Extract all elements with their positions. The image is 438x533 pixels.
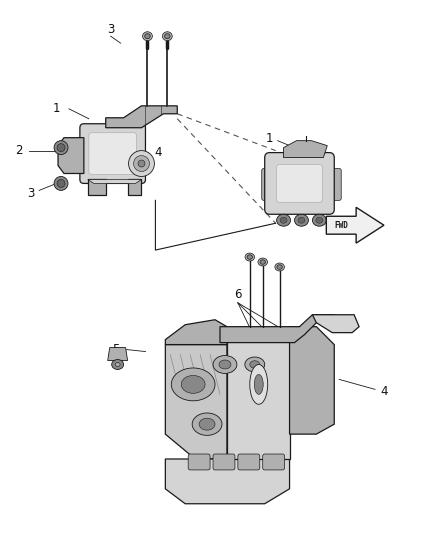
FancyBboxPatch shape <box>277 165 322 203</box>
Polygon shape <box>220 315 336 343</box>
Ellipse shape <box>250 361 260 368</box>
Ellipse shape <box>275 263 284 271</box>
Polygon shape <box>108 348 127 360</box>
Ellipse shape <box>213 356 237 374</box>
Polygon shape <box>106 106 177 128</box>
Polygon shape <box>290 327 334 434</box>
Polygon shape <box>165 320 227 345</box>
Text: 2: 2 <box>15 144 23 157</box>
Text: 4: 4 <box>380 385 388 398</box>
Ellipse shape <box>145 34 150 39</box>
Ellipse shape <box>54 141 68 155</box>
FancyBboxPatch shape <box>238 454 260 470</box>
Text: 3: 3 <box>107 23 114 36</box>
Ellipse shape <box>258 258 268 266</box>
Polygon shape <box>326 207 384 243</box>
Polygon shape <box>88 180 106 196</box>
Ellipse shape <box>138 160 145 167</box>
Ellipse shape <box>129 151 155 176</box>
Ellipse shape <box>219 360 231 369</box>
Text: 5: 5 <box>112 343 119 356</box>
FancyBboxPatch shape <box>213 454 235 470</box>
Ellipse shape <box>112 360 124 369</box>
Ellipse shape <box>181 375 205 393</box>
Ellipse shape <box>294 214 308 226</box>
Ellipse shape <box>250 365 268 404</box>
FancyBboxPatch shape <box>80 124 145 183</box>
Ellipse shape <box>162 32 172 41</box>
Polygon shape <box>58 138 84 173</box>
Ellipse shape <box>192 413 222 435</box>
Ellipse shape <box>247 255 252 259</box>
Ellipse shape <box>316 217 323 223</box>
Ellipse shape <box>312 214 326 226</box>
Ellipse shape <box>260 260 265 264</box>
Ellipse shape <box>171 368 215 401</box>
Text: 6: 6 <box>234 288 242 301</box>
Text: 3: 3 <box>28 187 35 200</box>
FancyBboxPatch shape <box>329 168 341 200</box>
Ellipse shape <box>277 214 290 226</box>
Ellipse shape <box>54 176 68 190</box>
Text: 4: 4 <box>155 146 162 159</box>
Polygon shape <box>88 180 141 183</box>
FancyBboxPatch shape <box>265 152 334 214</box>
Polygon shape <box>165 459 290 504</box>
Ellipse shape <box>245 253 254 261</box>
Ellipse shape <box>298 217 305 223</box>
Polygon shape <box>312 315 359 333</box>
Ellipse shape <box>134 156 149 172</box>
FancyBboxPatch shape <box>262 168 274 200</box>
Ellipse shape <box>280 217 287 223</box>
Ellipse shape <box>57 180 65 188</box>
FancyBboxPatch shape <box>89 133 137 174</box>
Polygon shape <box>283 141 327 158</box>
Polygon shape <box>227 327 290 459</box>
Ellipse shape <box>57 144 65 151</box>
Ellipse shape <box>142 32 152 41</box>
Text: FWD: FWD <box>334 221 348 230</box>
Ellipse shape <box>277 265 283 269</box>
Text: 1: 1 <box>52 102 60 115</box>
Polygon shape <box>165 345 227 459</box>
Ellipse shape <box>254 375 263 394</box>
Text: 1: 1 <box>266 132 273 145</box>
FancyBboxPatch shape <box>263 454 285 470</box>
Ellipse shape <box>245 357 265 372</box>
Polygon shape <box>127 180 141 196</box>
Ellipse shape <box>165 34 170 39</box>
Ellipse shape <box>199 418 215 430</box>
FancyBboxPatch shape <box>188 454 210 470</box>
Ellipse shape <box>115 362 120 367</box>
